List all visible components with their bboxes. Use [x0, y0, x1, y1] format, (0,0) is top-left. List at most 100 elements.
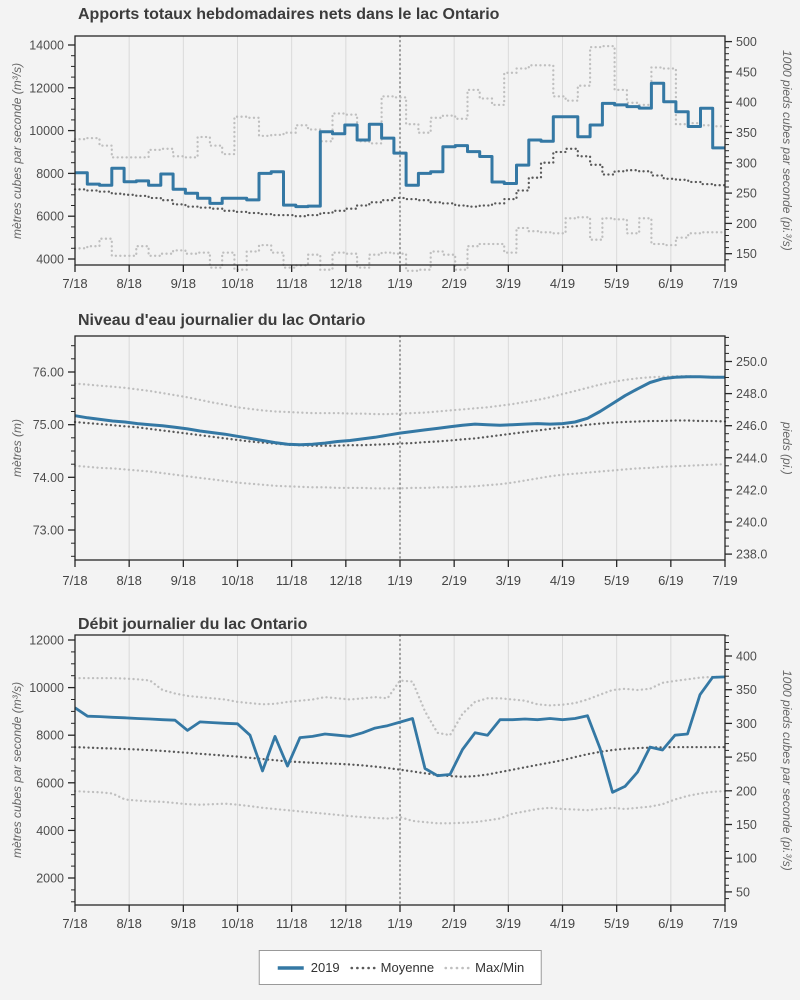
- y-right-tick-label: 450: [736, 65, 757, 79]
- y-right-tick-label: 100: [736, 852, 757, 866]
- inflows-chart-block: 7/18 8/18 9/18 10/18 11/18 12/18 1/19 2/19 3/19 4…: [0, 0, 800, 300]
- series-moyenne: [73, 147, 727, 218]
- inflows-chart: 7/18 8/18 9/18 10/18 11/18 12/18 1/19 2/19 3/19 4…: [29, 35, 757, 291]
- y-right-tick-label: 50: [736, 885, 750, 899]
- y-left-tick-label: 73.00: [33, 524, 64, 538]
- x-tick-label: 11/18: [276, 276, 308, 291]
- x-tick-label: 2/19: [442, 573, 467, 588]
- x-tick-label: 6/19: [658, 916, 683, 931]
- series-2019: [74, 375, 725, 447]
- x-tick-label: 2/19: [442, 916, 467, 931]
- x-tick-label: 6/19: [658, 276, 683, 291]
- series-max: [73, 375, 727, 416]
- x-tick-label: 1/19: [387, 573, 412, 588]
- x-tick-label: 7/18: [62, 573, 87, 588]
- x-tick-label: 11/18: [276, 573, 308, 588]
- series-2019: [74, 675, 726, 794]
- outflow-ylabel-right: 1000 pieds cubes par seconde (pi.³/s): [780, 669, 794, 871]
- y-right-tick-label: 500: [736, 35, 757, 49]
- x-tick-label: 7/19: [712, 916, 737, 931]
- y-right-tick-label: 250: [736, 187, 757, 201]
- y-right-tick-label: 240.0: [736, 516, 767, 530]
- x-tick-label: 9/18: [171, 916, 196, 931]
- series-2019: [75, 81, 725, 209]
- x-tick-label: 4/19: [550, 573, 575, 588]
- y-left-tick-label: 8000: [36, 167, 64, 181]
- y-right-tick-label: 400: [736, 650, 757, 664]
- x-tick-label: 3/19: [496, 573, 521, 588]
- y-right-tick-label: 400: [736, 96, 757, 110]
- outflow-ylabel-left: mètres cubes par seconde (m³/s): [10, 681, 24, 859]
- y-left-tick-label: 8000: [36, 729, 64, 743]
- series-moyenne: [73, 419, 727, 447]
- series-max: [73, 44, 727, 159]
- y-left-tick-label: 4000: [36, 824, 64, 838]
- x-tick-label: 12/18: [330, 916, 363, 931]
- water-level-chart-block: 7/18 8/18 9/18 10/18 11/18 12/18 1/19 2/19 3/19 4…: [0, 300, 800, 610]
- x-tick-label: 9/18: [171, 276, 196, 291]
- y-left-tick-label: 14000: [29, 39, 64, 53]
- series-max: [73, 675, 727, 737]
- x-tick-label: 12/18: [330, 573, 363, 588]
- x-tick-label: 4/19: [550, 276, 575, 291]
- inflows-chart-title: Apports totaux hebdomadaires nets dans l…: [78, 6, 500, 23]
- y-left-tick-label: 12000: [29, 81, 64, 95]
- y-right-tick-label: 150: [736, 818, 757, 832]
- x-tick-label: 2/19: [442, 276, 467, 291]
- x-tick-label: 1/19: [387, 276, 412, 291]
- legend-swatch-2019-line: [277, 965, 304, 970]
- x-tick-label: 8/18: [117, 276, 142, 291]
- y-left-tick-label: 74.00: [33, 471, 64, 485]
- x-tick-label: 10/18: [221, 573, 254, 588]
- legend-swatch-moyenne-dots: [350, 966, 376, 969]
- x-tick-label: 9/18: [171, 573, 196, 588]
- y-left-tick-label: 76.00: [33, 366, 64, 380]
- legend-label-maxmin: Max/Min: [475, 960, 525, 975]
- x-tick-label: 7/19: [712, 276, 737, 291]
- y-left-tick-label: 12000: [29, 634, 64, 648]
- x-tick-label: 5/19: [604, 573, 629, 588]
- outflow-chart-block: 7/18 8/18 9/18 10/18 11/18 12/18 1/19 2/19 3/19 4…: [0, 610, 800, 1000]
- series-min: [73, 216, 727, 272]
- legend-item-2019: 2019: [276, 960, 340, 975]
- y-right-tick-label: 250.0: [736, 355, 767, 369]
- series-min: [73, 463, 727, 490]
- y-right-tick-label: 242.0: [736, 483, 767, 497]
- x-tick-label: 7/18: [62, 916, 87, 931]
- x-tick-label: 6/19: [658, 573, 683, 588]
- x-tick-label: 11/18: [276, 916, 308, 931]
- legend-label-2019: 2019: [310, 960, 340, 975]
- y-right-tick-label: 248.0: [736, 387, 767, 401]
- water-level-chart: 7/18 8/18 9/18 10/18 11/18 12/18 1/19 2/19 3/19 4…: [33, 335, 767, 588]
- y-right-tick-label: 250: [736, 751, 757, 765]
- y-right-tick-label: 244.0: [736, 451, 767, 465]
- y-left-tick-label: 6000: [36, 210, 64, 224]
- y-right-tick-label: 300: [736, 156, 757, 170]
- x-tick-label: 5/19: [604, 916, 629, 931]
- x-tick-label: 3/19: [496, 916, 521, 931]
- y-right-tick-label: 350: [736, 683, 757, 697]
- y-right-tick-label: 246.0: [736, 419, 767, 433]
- x-tick-label: 1/19: [387, 916, 412, 931]
- water-level-chart-title: Niveau d'eau journalier du lac Ontario: [78, 312, 366, 329]
- legend-label-moyenne: Moyenne: [380, 960, 435, 975]
- y-right-tick-label: 350: [736, 126, 757, 140]
- x-tick-label: 8/18: [117, 916, 142, 931]
- y-left-tick-label: 10000: [29, 124, 64, 138]
- y-right-tick-label: 200: [736, 784, 757, 798]
- series-moyenne: [73, 745, 727, 778]
- y-right-tick-label: 238.0: [736, 548, 767, 562]
- y-left-tick-label: 10000: [29, 681, 64, 695]
- y-right-tick-label: 150: [736, 247, 757, 261]
- x-tick-label: 8/18: [117, 573, 142, 588]
- legend: 2019 Moyenne Max/Min: [258, 950, 542, 985]
- y-left-tick-label: 4000: [36, 253, 64, 267]
- x-tick-label: 12/18: [330, 276, 363, 291]
- inflows-ylabel-left: mètres cubes par seconde (m³/s): [10, 62, 24, 239]
- legend-item-maxmin: Max/Min: [444, 960, 524, 975]
- y-right-tick-label: 300: [736, 717, 757, 731]
- y-left-tick-label: 6000: [36, 776, 64, 790]
- inflows-ylabel-right: 1000 pieds cubes par seconde (pi.³/s): [780, 50, 794, 251]
- x-tick-label: 7/18: [62, 276, 87, 291]
